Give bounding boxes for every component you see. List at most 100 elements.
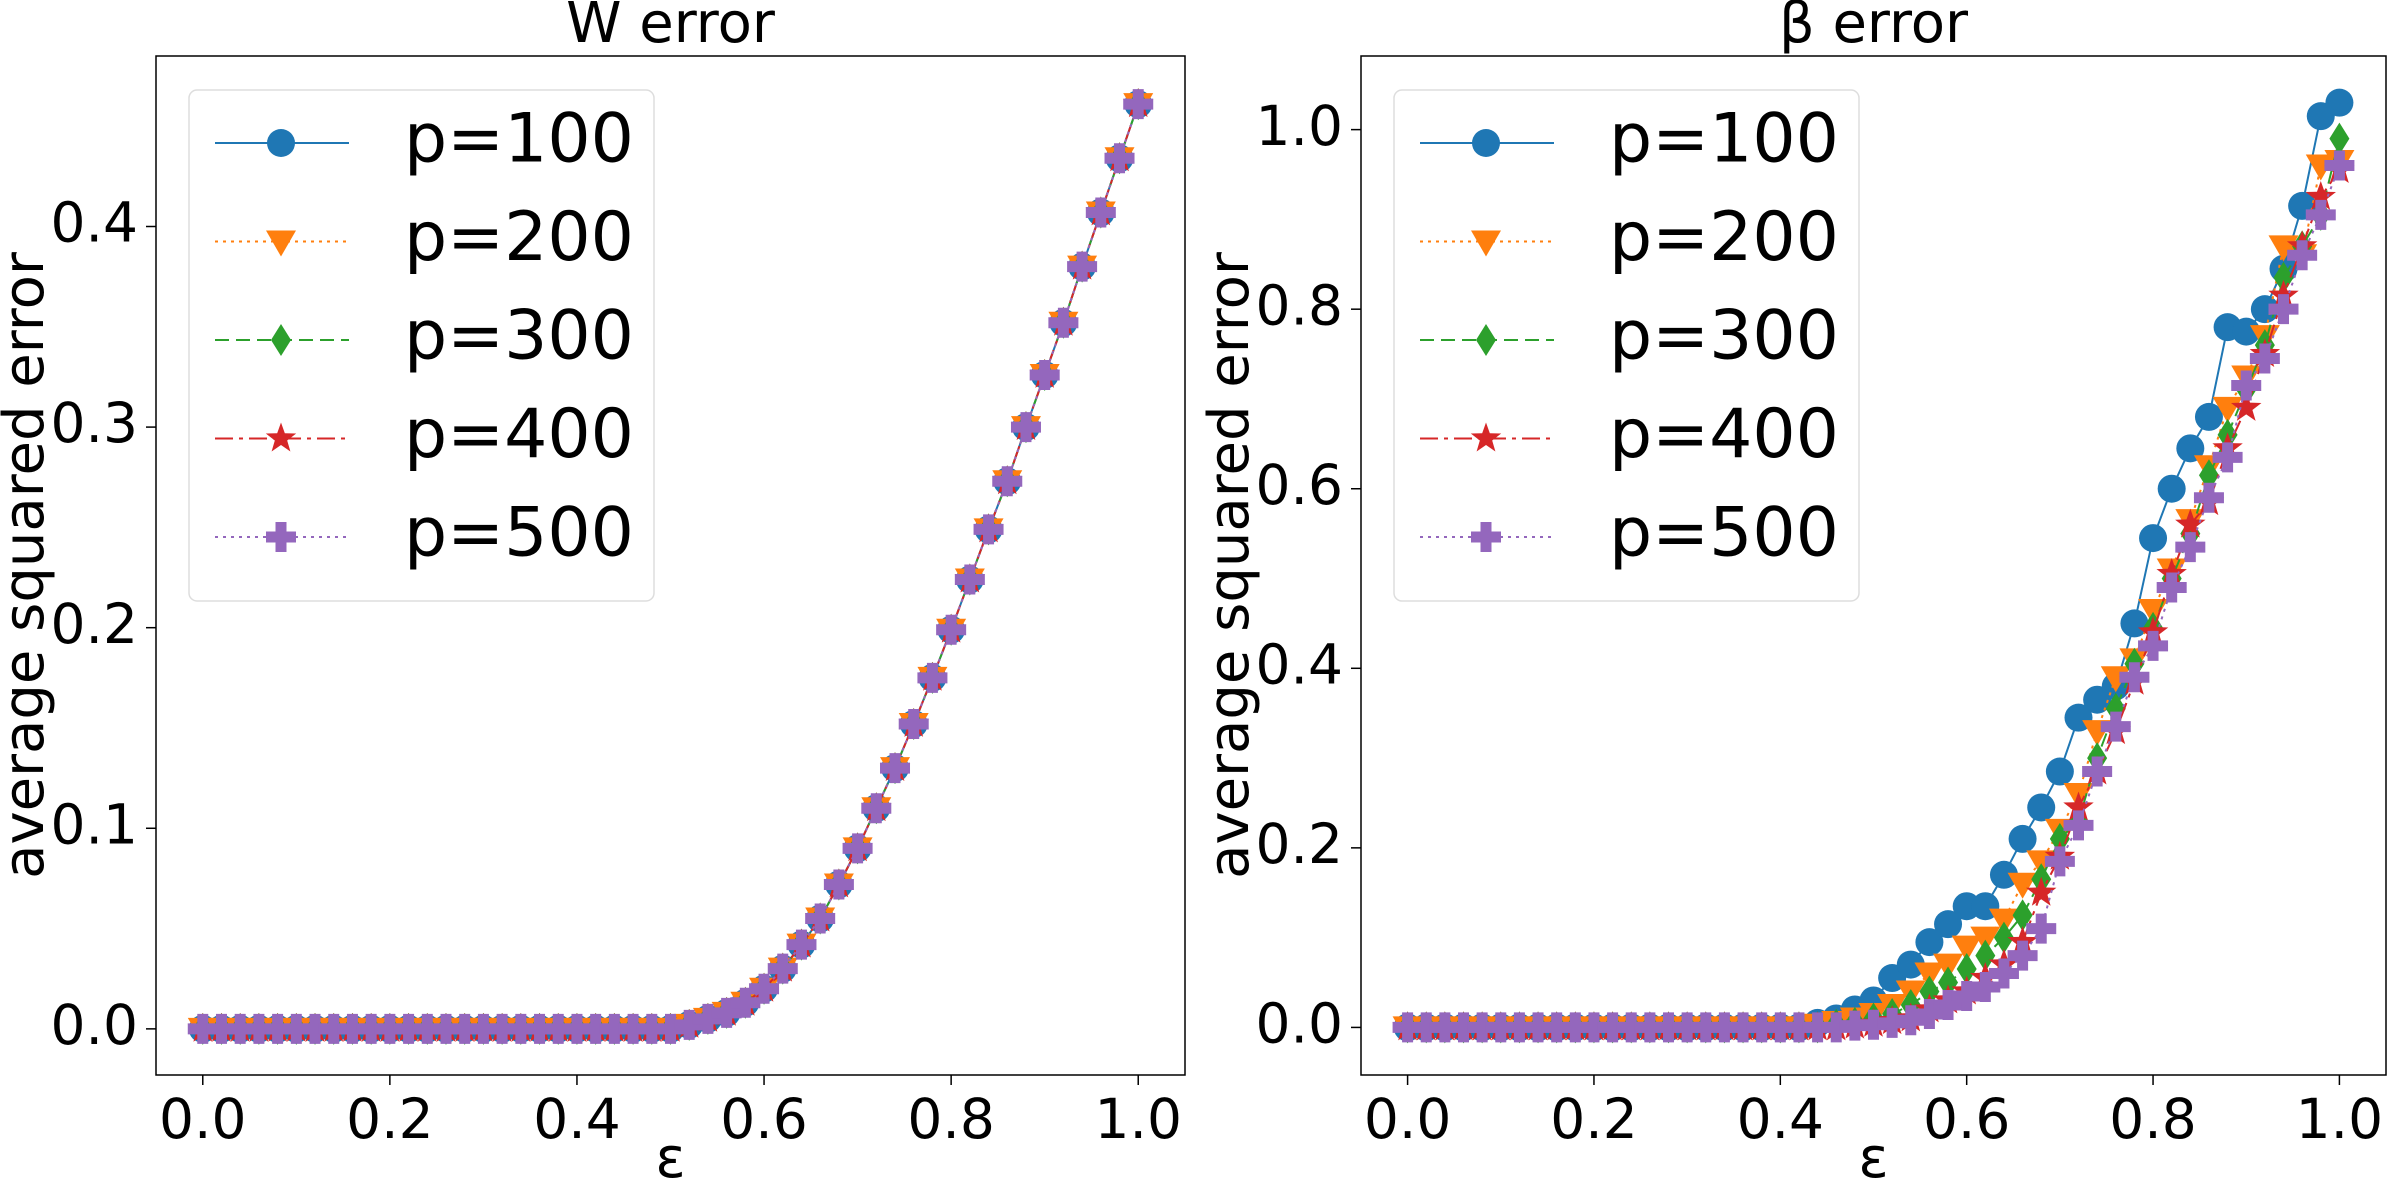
marker [1411,1012,1442,1043]
marker [1471,230,1501,257]
marker [898,708,929,739]
marker [1915,928,1944,957]
marker [468,1013,499,1044]
marker [281,1013,312,1044]
marker [2156,572,2187,603]
x-tick-label: 0.8 [2109,1087,2196,1151]
marker [505,1013,536,1044]
marker [805,903,836,934]
marker [655,1013,686,1044]
marker [1653,1012,1684,1043]
marker [1616,1012,1647,1043]
marker [2175,508,2206,538]
legend-label: p=400 [1609,395,1839,474]
marker [266,230,296,257]
x-tick-label: 0.4 [1737,1087,1824,1151]
marker [842,833,873,864]
marker [206,1013,237,1044]
marker [2100,711,2131,742]
marker [1067,251,1098,282]
marker [393,1013,424,1044]
x-tick-label: 1.0 [2296,1087,2383,1151]
marker [823,869,854,900]
marker [1839,1010,1870,1041]
marker [2027,793,2056,822]
marker [973,514,1004,545]
y-tick-label: 0.4 [1256,632,1343,696]
marker [1392,1012,1423,1043]
marker [1746,1012,1777,1043]
y-tick-label: 0.4 [51,191,138,255]
y-axis-label: average squared error [0,251,57,879]
marker [262,1013,293,1044]
marker [1471,522,1501,552]
marker [337,1013,368,1044]
marker [767,953,798,984]
y-tick-label: 0.2 [1256,812,1343,876]
marker [711,997,742,1028]
x-tick-label: 0.2 [346,1087,433,1151]
marker [1485,1012,1516,1043]
marker [1858,1009,1889,1040]
marker [266,522,296,552]
legend-label: p=300 [404,297,634,376]
marker [1728,1012,1759,1043]
marker [1988,958,2019,989]
marker [2007,940,2038,971]
legend-label: p=300 [1609,297,1839,376]
marker [449,1013,480,1044]
marker [580,1013,611,1044]
chart: W error ε average squared error 0.0 0.2 0.4 0.… [0,0,1186,1191]
marker [674,1009,705,1040]
marker [267,129,295,157]
chart-title: β error [1779,0,1969,56]
marker [2287,240,2318,271]
axes-frame [155,55,1186,1076]
axes-frame [1360,55,2387,1076]
chart: β error ε average squared error 0.0 0.2 0.4 0.… [1197,0,2387,1191]
marker [599,1013,630,1044]
marker [1467,1012,1498,1043]
legend-label: p=200 [1609,198,1839,277]
y-axis-label: average squared error [1197,251,1262,879]
marker [2026,913,2057,944]
marker [1975,939,1996,972]
marker [1029,359,1060,390]
marker [1104,143,1135,174]
marker [2007,872,2038,899]
marker [2063,791,2094,821]
marker [1765,1012,1796,1043]
marker [2231,370,2262,401]
y-tick-label: 0.0 [51,993,138,1057]
marker [2324,150,2355,181]
chart-title: W error [566,0,776,56]
y-tick-label: 1.0 [1256,94,1343,158]
marker [318,1013,349,1044]
marker [1504,1012,1535,1043]
marker [1802,1012,1833,1043]
marker [2268,294,2299,325]
marker [187,1013,218,1044]
x-tick-label: 1.0 [1094,1087,1181,1151]
marker [880,753,911,784]
marker [1951,980,1982,1011]
x-tick-label: 0.0 [1364,1087,1451,1151]
marker [2329,122,2350,155]
marker [2082,756,2113,787]
marker [1951,935,1982,962]
marker [2194,402,2223,431]
marker [1578,1012,1609,1043]
y-tick-label: 0.8 [1256,273,1343,337]
legend-label: p=500 [404,494,634,573]
marker [225,1013,256,1044]
marker [1523,1012,1554,1043]
legend: p=100 p=200 p=300 p=400 p=500 [188,89,655,602]
marker [2305,180,2336,210]
marker [1956,953,1977,986]
marker [618,1013,649,1044]
marker [636,1013,667,1044]
marker [2139,524,2168,553]
marker [2273,261,2294,294]
marker [749,973,780,1004]
